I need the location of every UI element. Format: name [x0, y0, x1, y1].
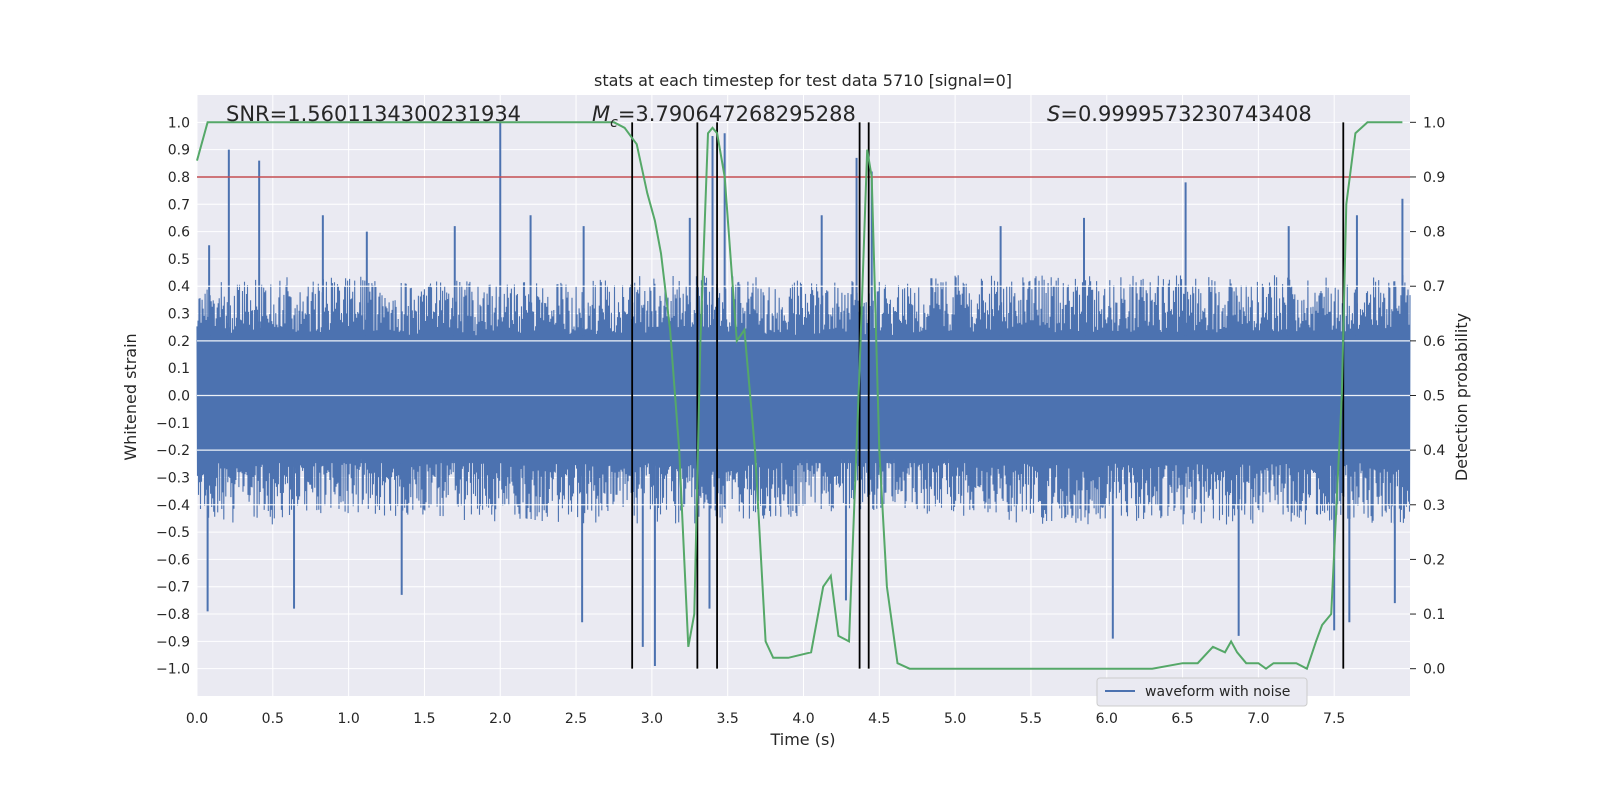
x-tick-label: 7.5 [1323, 711, 1345, 727]
legend-label-waveform: waveform with noise [1145, 684, 1290, 700]
s-symbol: S [1047, 102, 1060, 126]
chirp-mass-value: =3.790647268295288 [618, 102, 856, 126]
x-tick-label: 3.5 [717, 711, 739, 727]
legend-box [1096, 677, 1308, 707]
y-right-tick-label: 0.1 [1423, 607, 1445, 623]
y-right-tick-label: 0.7 [1423, 279, 1445, 295]
x-tick-label: 4.0 [792, 711, 814, 727]
detection-probability-line [196, 121, 1403, 671]
y-right-tick-label: 0.6 [1423, 334, 1445, 350]
s-annotation: S=0.9999573230743408 [1047, 102, 1312, 126]
x-tick-label: 2.5 [565, 711, 587, 727]
y-right-tick-label: 0.2 [1423, 552, 1445, 568]
waveform-series [196, 122, 1411, 666]
x-tick-label: 0.0 [186, 711, 208, 727]
chirp-mass-annotation: Mc=3.790647268295288 [592, 102, 856, 131]
y-left-tick-label: −1.0 [156, 662, 190, 678]
y-right-tick-label: 0.9 [1423, 170, 1445, 186]
x-tick-label: 2.0 [489, 711, 511, 727]
y-right-tick-label: 0.5 [1423, 389, 1445, 405]
x-tick-label: 1.5 [413, 711, 435, 727]
x-tick-label: 3.0 [641, 711, 663, 727]
y-left-tick-label: 0.6 [168, 225, 190, 241]
y-left-tick-label: −0.8 [156, 607, 190, 623]
x-axis-label: Time (s) [769, 730, 835, 749]
x-tick-label: 1.0 [337, 711, 359, 727]
y-left-tick-label: 1.0 [168, 115, 190, 131]
y-left-tick-label: −0.7 [156, 580, 190, 596]
x-tick-label: 6.0 [1096, 711, 1118, 727]
waveform-trace [196, 275, 1411, 525]
s-value: =0.9999573230743408 [1060, 102, 1311, 126]
y-left-tick-label: 0.8 [168, 170, 190, 186]
y-left-tick-label: −0.6 [156, 552, 190, 568]
chart-title: stats at each timestep for test data 571… [594, 71, 1012, 90]
y-left-tick-label: 0.5 [168, 252, 190, 268]
y-left-tick-label: 0.9 [168, 143, 190, 159]
y-left-tick-label: −0.1 [156, 416, 190, 432]
x-tick-label: 4.5 [868, 711, 890, 727]
y-left-tick-label: 0.3 [168, 307, 190, 323]
y-left-tick-label: −0.4 [156, 498, 190, 514]
x-tick-label: 7.0 [1247, 711, 1269, 727]
y-right-tick-label: 0.3 [1423, 498, 1445, 514]
y-right-tick-label: 1.0 [1423, 115, 1445, 131]
x-tick-label: 5.0 [944, 711, 966, 727]
chirp-mass-symbol: M [592, 102, 610, 126]
detection-probability-series [196, 121, 1403, 671]
y-right-tick-label: 0.8 [1423, 225, 1445, 241]
x-tick-label: 6.5 [1171, 711, 1193, 727]
y-left-tick-label: 0.0 [168, 389, 190, 405]
snr-annotation: SNR=1.5601134300231934 [226, 102, 521, 126]
y-left-tick-label: 0.4 [168, 279, 190, 295]
vertical-lines [631, 122, 1345, 669]
y-axis-left-label: Whitened strain [121, 333, 140, 460]
tick-labels: 0.0 0.5 1.0 1.5 2.0 2.5 3.0 3.5 4.0 4.5 5.0 5.5 6.0 6… [156, 115, 1445, 727]
y-axis-right-label: Detection probability [1452, 313, 1471, 481]
chirp-mass-subscript: c [610, 115, 618, 131]
legend: waveform with noise [1096, 677, 1308, 707]
y-left-tick-label: −0.9 [156, 634, 190, 650]
y-left-tick-label: −0.3 [156, 470, 190, 486]
x-tick-label: 0.5 [262, 711, 284, 727]
y-left-tick-label: 0.2 [168, 334, 190, 350]
y-left-tick-label: −0.2 [156, 443, 190, 459]
y-left-tick-label: 0.7 [168, 197, 190, 213]
x-tick-label: 5.5 [1020, 711, 1042, 727]
y-left-tick-label: 0.1 [168, 361, 190, 377]
y-left-tick-label: −0.5 [156, 525, 190, 541]
y-right-tick-label: 0.4 [1423, 443, 1445, 459]
y-right-tick-label: 0.0 [1423, 662, 1445, 678]
waveform-core [197, 335, 1410, 464]
